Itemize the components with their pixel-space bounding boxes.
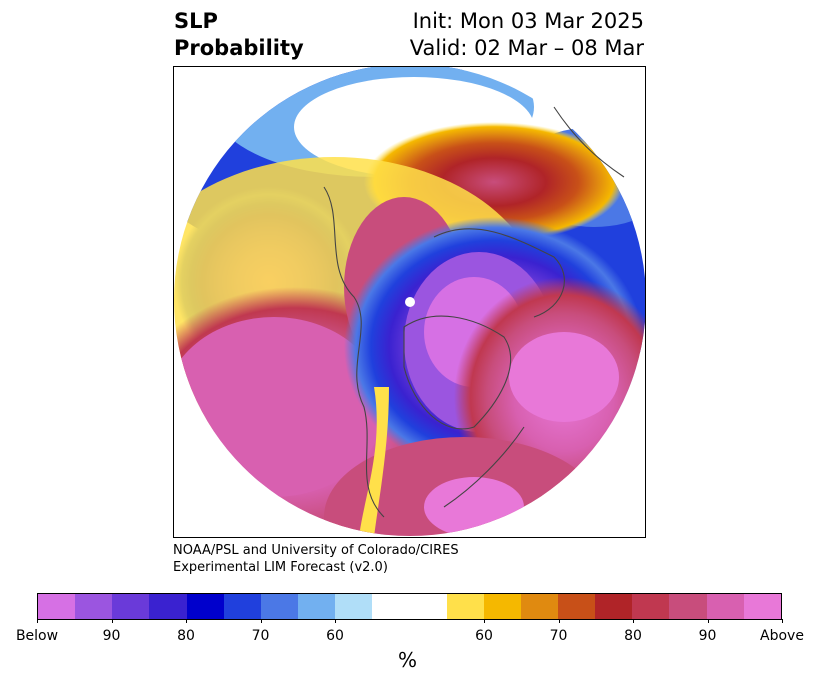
colorbar-tick-mark (186, 619, 187, 623)
colorbar-tick-mark (260, 619, 262, 623)
valid-range: Valid: 02 Mar – 08 Mar (409, 36, 644, 60)
colorbar-segment (38, 594, 76, 619)
colorbar-segment (446, 594, 484, 619)
title-left: SLP Probability (174, 8, 304, 62)
colorbar-segment (669, 594, 707, 619)
colorbar-tick-label: 60 (326, 628, 344, 644)
colorbar-tick-mark (484, 619, 485, 623)
colorbar-segment (372, 594, 447, 619)
colorbar-tick-label: 80 (624, 628, 642, 644)
credit-line1: NOAA/PSL and University of Colorado/CIRE… (173, 543, 459, 558)
colorbar-segment (112, 594, 150, 619)
colorbar-tick-mark (707, 619, 709, 623)
colorbar-tick-mark (335, 619, 336, 623)
init-date: Init: Mon 03 Mar 2025 (412, 9, 644, 33)
title-right: Init: Mon 03 Mar 2025 Valid: 02 Mar – 08… (410, 8, 644, 62)
colorbar-segment (186, 594, 224, 619)
colorbar-tick-mark (633, 619, 634, 623)
colorbar-segment (335, 594, 373, 619)
colorbar-tick-label: 80 (177, 628, 195, 644)
colorbar-tick-mark (558, 619, 560, 623)
colorbar-segment (75, 594, 113, 619)
colorbar-tick-mark (37, 619, 38, 623)
colorbar-segment (260, 594, 298, 619)
colorbar-tick-label: Below (15, 628, 59, 644)
colorbar-segment (520, 594, 558, 619)
colorbar-tick-label: 70 (251, 628, 270, 644)
title-variable: SLP (174, 9, 218, 33)
colorbar-segment (706, 594, 744, 619)
colorbar-unit: % (398, 648, 418, 672)
colorbar-tick-label: 90 (698, 628, 717, 644)
colorbar-tick-mark (782, 619, 783, 623)
colorbar-segment (595, 594, 633, 619)
title-type: Probability (174, 36, 304, 60)
probability-map (173, 66, 646, 538)
colorbar (37, 593, 782, 620)
colorbar-segment (632, 594, 670, 619)
colorbar-tick-label: 70 (549, 628, 568, 644)
colorbar-tick-label: 90 (102, 628, 121, 644)
colorbar-segment (149, 594, 187, 619)
map-canvas (174, 67, 645, 536)
colorbar-tick-label: Above (760, 628, 804, 644)
colorbar-tick-mark (111, 619, 113, 623)
credit-line2: Experimental LIM Forecast (v2.0) (173, 560, 388, 575)
colorbar-segment (743, 594, 781, 619)
colorbar-segment (297, 594, 336, 619)
colorbar-segment (483, 594, 521, 619)
colorbar-segment (557, 594, 596, 619)
colorbar-tick-label: 60 (475, 628, 493, 644)
colorbar-segment (223, 594, 261, 619)
credit: NOAA/PSL and University of Colorado/CIRE… (173, 542, 459, 576)
